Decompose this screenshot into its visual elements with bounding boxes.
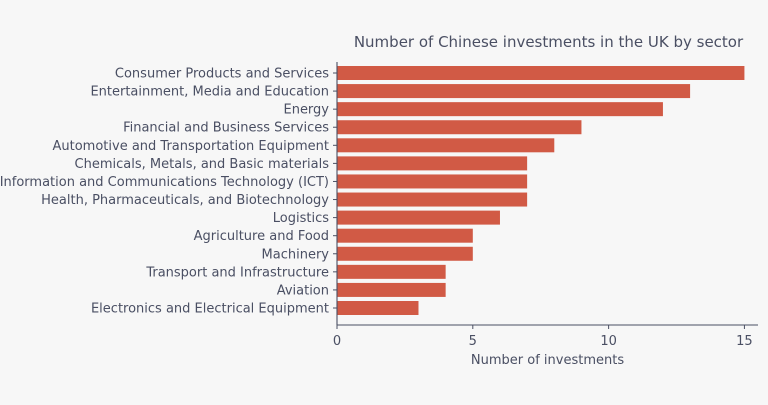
category-label-7: Health, Pharmaceuticals, and Biotechnolo… [41,193,329,208]
category-label-12: Aviation [277,283,329,298]
category-label-1: Entertainment, Media and Education [90,85,329,100]
x-tick-label-3: 15 [736,334,753,349]
bar-9 [337,228,473,243]
category-label-8: Logistics [273,211,329,226]
bar-10 [337,246,473,261]
bar-12 [337,282,446,297]
axes [336,62,758,326]
category-label-5: Chemicals, Metals, and Basic materials [75,157,330,172]
chart-title: Number of Chinese investments in the UK … [354,33,744,51]
x-axis-ticks: 0 5 10 15 [333,325,753,349]
x-tick-label-1: 5 [469,334,477,349]
bar-13 [337,301,419,315]
bar-8 [337,210,500,225]
bar-2 [337,102,663,117]
category-label-4: Automotive and Transportation Equipment [53,139,330,154]
bar-5 [337,156,528,171]
bar-7 [337,192,528,207]
category-label-10: Machinery [262,247,330,262]
category-label-3: Financial and Business Services [123,121,329,136]
category-labels: Consumer Products and Services Entertainm… [0,67,337,317]
x-tick-label-0: 0 [333,334,341,349]
bar-11 [337,264,446,279]
x-axis-label: Number of investments [471,353,624,368]
category-label-0: Consumer Products and Services [115,67,329,82]
bar-6 [337,174,528,189]
category-label-2: Energy [283,103,329,118]
category-label-11: Transport and Infrastructure [145,265,329,280]
bars-group [337,66,745,315]
bar-4 [337,138,555,153]
bar-3 [337,120,582,135]
category-label-9: Agriculture and Food [194,229,329,244]
category-label-6: Information and Communications Technolog… [0,175,329,190]
category-label-13: Electronics and Electrical Equipment [91,302,329,317]
bar-1 [337,84,691,99]
x-tick-label-2: 10 [600,334,617,349]
bar-0 [337,66,745,80]
